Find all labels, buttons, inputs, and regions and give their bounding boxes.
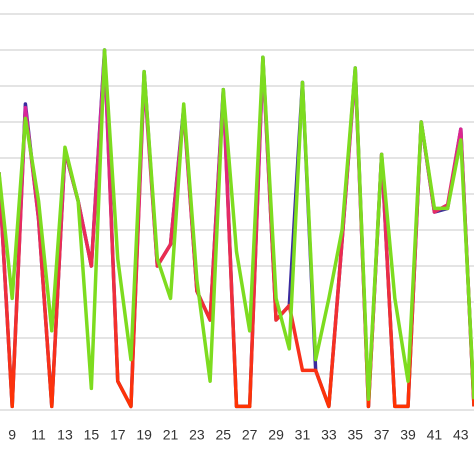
x-tick-label: 31 [295, 427, 311, 443]
x-tick-label: 39 [400, 427, 416, 443]
x-tick-label: 19 [136, 427, 152, 443]
x-tick-label: 21 [163, 427, 179, 443]
x-tick-label: 35 [347, 427, 363, 443]
series-line [0, 48, 474, 401]
x-tick-label: 9 [8, 427, 16, 443]
x-tick-label: 29 [268, 427, 284, 443]
x-tick-label: 15 [84, 427, 100, 443]
x-tick-label: 41 [427, 427, 443, 443]
x-tick-label: 17 [110, 427, 126, 443]
x-tick-label: 25 [216, 427, 232, 443]
x-tick-label: 11 [31, 427, 46, 443]
x-tick-label: 43 [453, 427, 469, 443]
x-tick-label: 27 [242, 427, 258, 443]
x-tick-label: 13 [57, 427, 73, 443]
x-tick-label: 33 [321, 427, 337, 443]
x-tick-label: 37 [374, 427, 390, 443]
x-tick-label: 23 [189, 427, 205, 443]
